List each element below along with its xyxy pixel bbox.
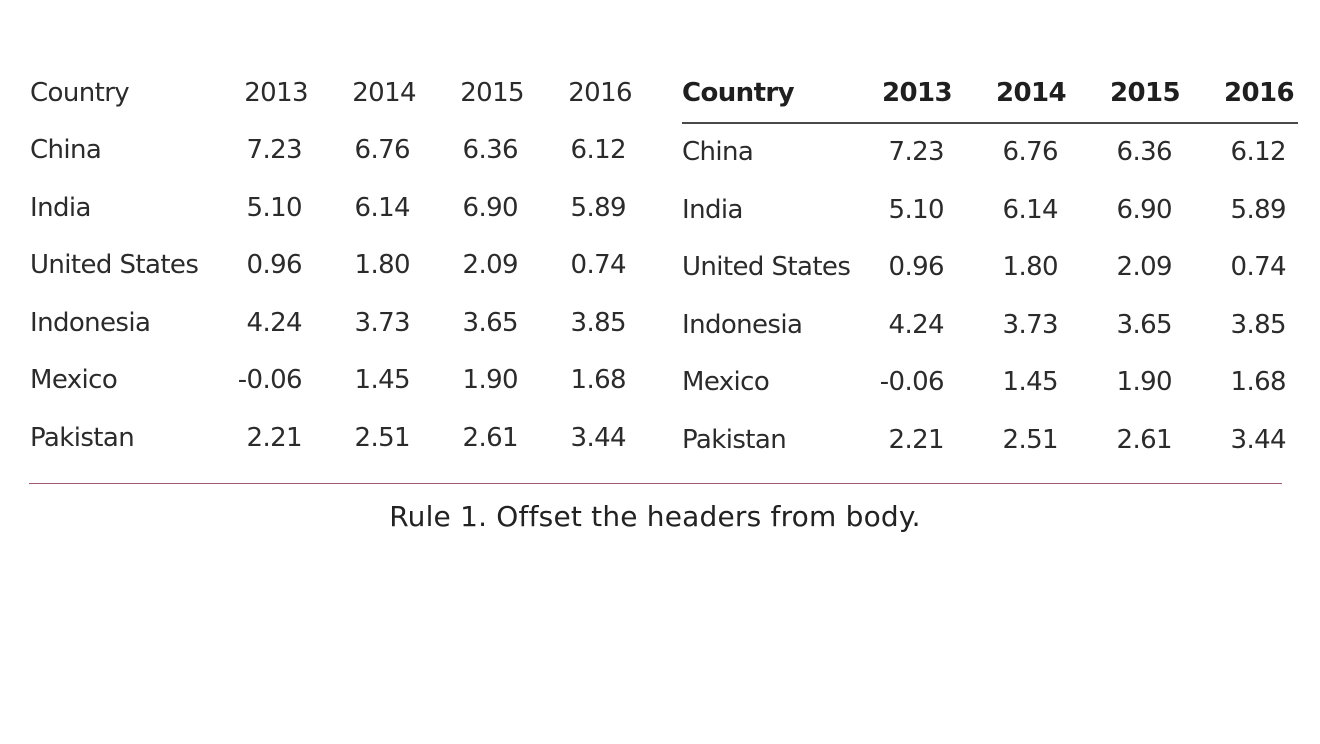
table-offset-headers: Country 2013 2014 2015 2016 China 7.23 6.76 6.3… (682, 64, 1298, 469)
value-cell: 6.90 (1116, 194, 1173, 225)
value-cell: 2.61 (1116, 424, 1173, 455)
country-cell: Mexico (30, 365, 118, 396)
column-header-year: 2016 (568, 77, 632, 108)
value-cell: 0.74 (1230, 252, 1287, 283)
value-cell: 1.45 (354, 365, 411, 396)
value-cell: 1.90 (462, 365, 519, 396)
country-cell: United States (30, 250, 199, 281)
value-cell: 7.23 (888, 137, 945, 168)
value-cell: 3.73 (354, 307, 411, 338)
value-cell: 4.24 (888, 309, 945, 340)
value-cell: 6.90 (462, 192, 519, 223)
value-cell: 5.89 (570, 192, 627, 223)
table-row: Pakistan 2.21 2.51 2.61 3.44 (682, 411, 1298, 469)
value-cell: 2.51 (354, 422, 411, 453)
country-cell: Pakistan (30, 422, 135, 453)
value-cell: 2.21 (246, 422, 303, 453)
value-cell: 5.10 (246, 192, 303, 223)
column-header-year: 2014 (996, 77, 1067, 108)
country-cell: India (30, 192, 91, 223)
header-row: Country 2013 2014 2015 2016 (682, 64, 1298, 123)
value-cell: 3.85 (1230, 309, 1287, 340)
table-row: India 5.10 6.14 6.90 5.89 (30, 179, 640, 237)
value-cell: 5.10 (888, 194, 945, 225)
value-cell: 0.96 (246, 250, 303, 281)
column-header-year: 2014 (352, 77, 416, 108)
data-table: Country 2013 2014 2015 2016 China 7.23 6.76 6.3… (30, 64, 640, 467)
value-cell: 2.09 (462, 250, 519, 281)
value-cell: 4.24 (246, 307, 303, 338)
value-cell: 0.74 (570, 250, 627, 281)
header-row: Country 2013 2014 2015 2016 (30, 64, 640, 122)
country-cell: Indonesia (30, 307, 151, 338)
table-body: China 7.23 6.76 6.36 6.12 India 5.10 6.14 6.90 5.… (30, 122, 640, 467)
table-row: United States 0.96 1.80 2.09 0.74 (682, 239, 1298, 297)
country-cell: India (682, 194, 743, 225)
value-cell: 6.12 (570, 135, 627, 166)
column-header-country: Country (30, 77, 130, 108)
table-row: India 5.10 6.14 6.90 5.89 (682, 181, 1298, 239)
value-cell: 2.51 (1002, 424, 1059, 455)
value-cell: 6.14 (354, 192, 411, 223)
value-cell: 6.36 (1116, 137, 1173, 168)
table-row: Indonesia 4.24 3.73 3.65 3.85 (682, 296, 1298, 354)
value-cell: 3.73 (1002, 309, 1059, 340)
column-header-year: 2013 (882, 77, 953, 108)
country-cell: China (682, 137, 754, 168)
value-cell: 1.68 (570, 365, 627, 396)
table-header: Country 2013 2014 2015 2016 (30, 64, 640, 122)
value-cell: 6.36 (462, 135, 519, 166)
value-cell: 2.21 (888, 424, 945, 455)
value-cell: -0.06 (879, 367, 945, 398)
caption: Rule 1. Offset the headers from body. (389, 500, 921, 533)
value-cell: 2.09 (1116, 252, 1173, 283)
column-header-year: 2016 (1224, 77, 1295, 108)
value-cell: 6.76 (1002, 137, 1059, 168)
value-cell: 2.61 (462, 422, 519, 453)
country-cell: Mexico (682, 367, 770, 398)
value-cell: 1.90 (1116, 367, 1173, 398)
table-row: China 7.23 6.76 6.36 6.12 (682, 123, 1298, 182)
country-cell: Pakistan (682, 424, 787, 455)
value-cell: 3.44 (1230, 424, 1287, 455)
value-cell: 3.44 (570, 422, 627, 453)
table-body: China 7.23 6.76 6.36 6.12 India 5.10 6.14 6.90 5.… (682, 123, 1298, 469)
table-plain-headers: Country 2013 2014 2015 2016 China 7.23 6.76 6.3… (30, 64, 640, 467)
country-cell: Indonesia (682, 309, 803, 340)
table-row: China 7.23 6.76 6.36 6.12 (30, 122, 640, 180)
value-cell: 5.89 (1230, 194, 1287, 225)
table-row: Indonesia 4.24 3.73 3.65 3.85 (30, 294, 640, 352)
value-cell: 1.68 (1230, 367, 1287, 398)
data-table: Country 2013 2014 2015 2016 China 7.23 6.76 6.3… (682, 64, 1298, 469)
separator-line (29, 483, 1282, 484)
value-cell: 7.23 (246, 135, 303, 166)
value-cell: 6.76 (354, 135, 411, 166)
value-cell: 1.45 (1002, 367, 1059, 398)
value-cell: 3.65 (1116, 309, 1173, 340)
value-cell: 3.65 (462, 307, 519, 338)
table-row: Mexico -0.06 1.45 1.90 1.68 (682, 354, 1298, 412)
value-cell: 0.96 (888, 252, 945, 283)
column-header-year: 2015 (1110, 77, 1181, 108)
country-cell: China (30, 135, 102, 166)
column-header-year: 2013 (244, 77, 308, 108)
column-header-country: Country (682, 77, 795, 108)
country-cell: United States (682, 252, 851, 283)
table-row: United States 0.96 1.80 2.09 0.74 (30, 237, 640, 295)
value-cell: 6.12 (1230, 137, 1287, 168)
table-row: Pakistan 2.21 2.51 2.61 3.44 (30, 409, 640, 467)
value-cell: 1.80 (354, 250, 411, 281)
table-row: Mexico -0.06 1.45 1.90 1.68 (30, 352, 640, 410)
table-header: Country 2013 2014 2015 2016 (682, 64, 1298, 123)
value-cell: 3.85 (570, 307, 627, 338)
value-cell: 6.14 (1002, 194, 1059, 225)
value-cell: 1.80 (1002, 252, 1059, 283)
value-cell: -0.06 (237, 365, 303, 396)
column-header-year: 2015 (460, 77, 524, 108)
